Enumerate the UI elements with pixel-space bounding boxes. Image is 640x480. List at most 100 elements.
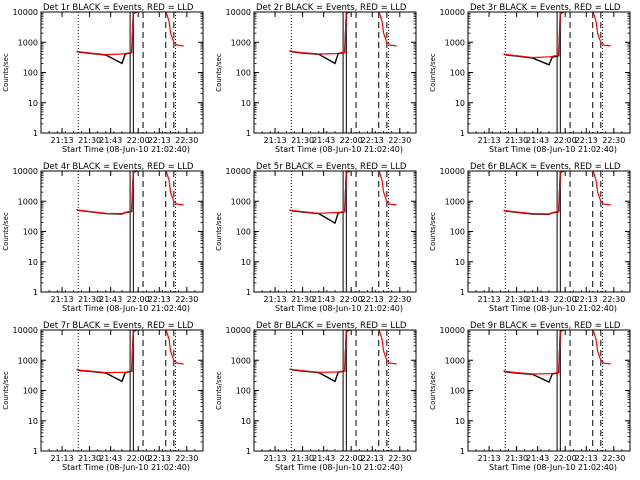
- plot-frame: [40, 11, 204, 134]
- x-tick-label: 22:30: [388, 136, 411, 145]
- x-tick-label: 21:30: [505, 454, 528, 463]
- y-tick-label: 10000: [226, 326, 251, 335]
- panel-title: Det 7r BLACK = Events, RED = LLD: [43, 321, 194, 331]
- time-markers: [77, 171, 176, 292]
- y-axis-label: Counts/sec: [2, 53, 10, 92]
- y-tick-label: 1: [246, 129, 251, 138]
- series-lld: [76, 12, 184, 56]
- detector-panel-6: Det 6r BLACK = Events, RED = LLD Counts/s…: [429, 162, 631, 313]
- x-tick-label: 22:13: [575, 136, 598, 145]
- series-lld: [503, 330, 611, 375]
- x-tick-label: 21:13: [51, 454, 74, 463]
- panel-title: Det 5r BLACK = Events, RED = LLD: [256, 162, 407, 172]
- x-tick-label: 22:13: [361, 454, 384, 463]
- y-tick-label: 1000: [231, 197, 251, 206]
- x-tick-label: 21:13: [51, 295, 74, 304]
- y-tick-label: 100: [236, 228, 251, 237]
- time-markers: [504, 330, 603, 451]
- time-markers: [290, 330, 389, 451]
- x-tick-label: 22:30: [175, 136, 198, 145]
- x-tick-label: 21:30: [291, 136, 314, 145]
- y-tick-label: 1000: [445, 197, 465, 206]
- y-tick-label: 100: [450, 387, 465, 396]
- y-tick-label: 10: [455, 99, 465, 108]
- y-tick-label: 1: [460, 129, 465, 138]
- panel-title: Det 6r BLACK = Events, RED = LLD: [470, 162, 621, 172]
- x-tick-label: 22:00: [127, 295, 150, 304]
- x-tick-label: 21:43: [312, 136, 335, 145]
- y-axis-label: Counts/sec: [215, 53, 223, 92]
- time-markers: [504, 12, 603, 133]
- y-tick-label: 1: [33, 288, 38, 297]
- detector-panel-1: Det 1r BLACK = Events, RED = LLD Counts/s…: [2, 3, 204, 154]
- x-axis-label: Start Time (08-Jun-10 21:02:40): [489, 304, 617, 313]
- x-tick-label: 22:00: [127, 136, 150, 145]
- y-axis-label: Counts/sec: [215, 212, 223, 251]
- x-tick-label: 22:30: [175, 454, 198, 463]
- x-tick-label: 22:30: [388, 454, 411, 463]
- x-tick-label: 21:13: [264, 454, 287, 463]
- y-tick-label: 10000: [13, 326, 38, 335]
- x-tick-label: 22:00: [554, 454, 577, 463]
- y-tick-label: 100: [450, 228, 465, 237]
- x-tick-label: 22:00: [554, 136, 577, 145]
- x-tick-label: 21:30: [505, 136, 528, 145]
- x-tick-label: 22:13: [148, 136, 171, 145]
- plot-frame: [253, 170, 417, 293]
- series-lld: [289, 171, 397, 214]
- y-tick-label: 1: [33, 447, 38, 456]
- panel-title: Det 1r BLACK = Events, RED = LLD: [43, 3, 194, 13]
- x-tick-label: 21:43: [312, 454, 335, 463]
- x-tick-label: 22:13: [575, 454, 598, 463]
- x-tick-label: 21:30: [78, 454, 101, 463]
- x-tick-label: 22:00: [340, 136, 363, 145]
- series-lld: [503, 171, 611, 215]
- x-tick-label: 21:13: [478, 136, 501, 145]
- y-tick-label: 10: [455, 258, 465, 267]
- time-markers: [290, 171, 389, 292]
- y-tick-label: 10000: [440, 326, 465, 335]
- x-tick-label: 21:43: [99, 295, 122, 304]
- series-lld: [503, 12, 611, 59]
- x-tick-label: 21:13: [51, 136, 74, 145]
- x-tick-label: 21:43: [99, 454, 122, 463]
- x-tick-label: 21:13: [478, 454, 501, 463]
- plot-frame: [253, 329, 417, 452]
- x-tick-label: 22:30: [388, 295, 411, 304]
- x-tick-label: 22:00: [554, 295, 577, 304]
- y-tick-label: 1: [33, 129, 38, 138]
- y-tick-label: 100: [23, 69, 38, 78]
- y-axis-label: Counts/sec: [429, 212, 437, 251]
- x-tick-label: 21:30: [78, 295, 101, 304]
- x-tick-label: 22:30: [602, 136, 625, 145]
- x-tick-label: 21:30: [78, 136, 101, 145]
- x-tick-label: 22:30: [602, 454, 625, 463]
- x-tick-label: 21:13: [478, 295, 501, 304]
- x-tick-label: 21:43: [312, 295, 335, 304]
- plot-frame: [40, 170, 204, 293]
- x-tick-label: 21:43: [526, 454, 549, 463]
- y-tick-label: 10: [241, 417, 251, 426]
- x-tick-label: 22:13: [575, 295, 598, 304]
- y-tick-label: 10000: [226, 167, 251, 176]
- y-tick-label: 100: [236, 387, 251, 396]
- y-tick-label: 1: [246, 288, 251, 297]
- x-tick-label: 22:00: [340, 295, 363, 304]
- detector-panel-3: Det 3r BLACK = Events, RED = LLD Counts/s…: [429, 3, 631, 154]
- detector-panel-2: Det 2r BLACK = Events, RED = LLD Counts/s…: [215, 3, 417, 154]
- plot-frame: [467, 170, 631, 293]
- y-tick-label: 10000: [13, 8, 38, 17]
- y-tick-label: 1000: [18, 197, 38, 206]
- detector-panel-7: Det 7r BLACK = Events, RED = LLD Counts/s…: [2, 321, 204, 472]
- y-tick-label: 10: [241, 258, 251, 267]
- x-axis-label: Start Time (08-Jun-10 21:02:40): [62, 145, 190, 154]
- panel-title: Det 8r BLACK = Events, RED = LLD: [256, 321, 407, 331]
- x-tick-label: 21:13: [264, 136, 287, 145]
- x-axis-label: Start Time (08-Jun-10 21:02:40): [275, 304, 403, 313]
- x-tick-label: 21:43: [526, 136, 549, 145]
- y-tick-label: 1000: [231, 356, 251, 365]
- plot-frame: [467, 329, 631, 452]
- y-tick-label: 1000: [231, 38, 251, 47]
- x-tick-label: 21:43: [526, 295, 549, 304]
